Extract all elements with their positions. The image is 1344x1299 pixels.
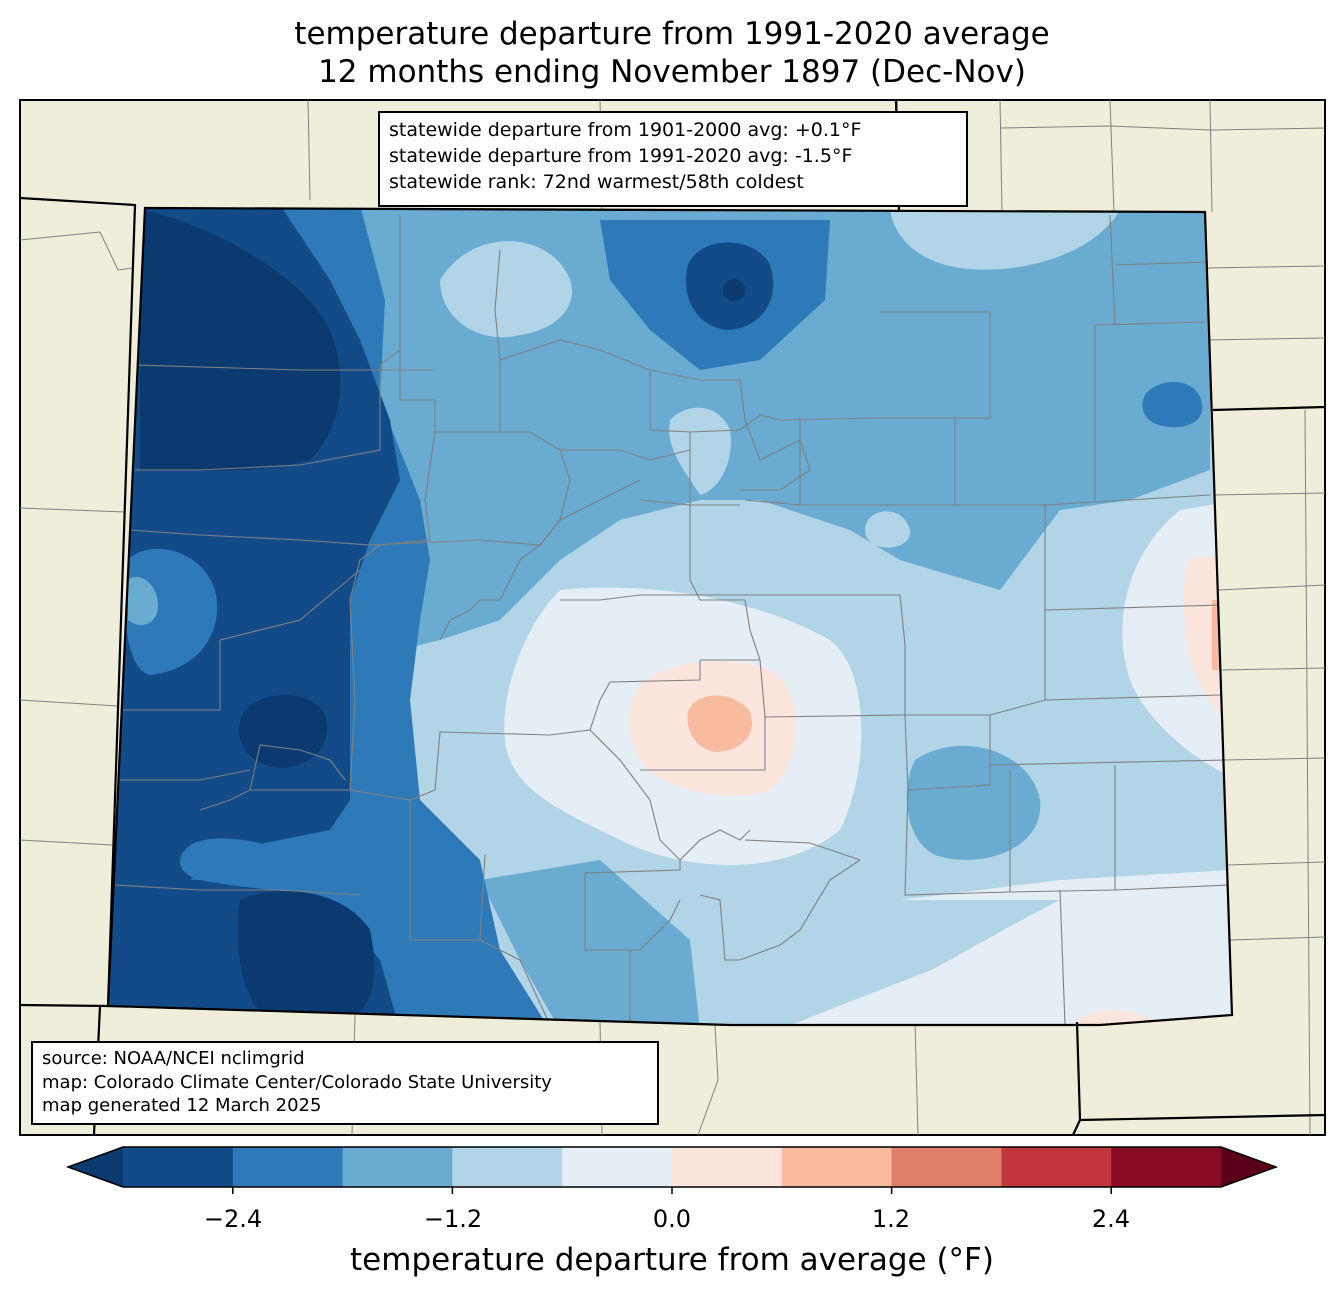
colorbar-tick: 0.0 <box>652 1205 692 1233</box>
stats-rank: statewide rank: 72nd warmest/58th coldes… <box>389 171 804 193</box>
colorbar-segment <box>1001 1147 1112 1187</box>
statewide-stats-box: statewide departure from 1901-2000 avg: … <box>378 111 968 207</box>
colorbar-extend-high <box>1221 1147 1276 1187</box>
colorbar-tick: −1.2 <box>423 1205 483 1233</box>
colorbar-segment <box>452 1147 563 1187</box>
stats-departure-1991-2020: statewide departure from 1991-2020 avg: … <box>389 145 853 167</box>
colorbar-segment <box>562 1147 673 1187</box>
stats-departure-1901-2000: statewide departure from 1901-2000 avg: … <box>389 119 862 141</box>
colorbar-segment <box>781 1147 893 1187</box>
colorbar-segment <box>891 1147 1002 1187</box>
colorbar-outline <box>65 1146 1279 1188</box>
map-title-line1: temperature departure from 1991-2020 ave… <box>294 16 1050 52</box>
neighbor-county-lines <box>19 99 1326 1136</box>
county-lines <box>114 214 1231 1025</box>
colorbar-segment <box>232 1147 344 1187</box>
source-line: source: NOAA/NCEI nclimgrid <box>42 1048 305 1069</box>
map-credit-line: map: Colorado Climate Center/Colorado St… <box>42 1071 552 1093</box>
colorbar-tick: −2.4 <box>203 1205 263 1233</box>
generated-date-line: map generated 12 March 2025 <box>42 1095 322 1116</box>
colorbar-segment <box>342 1147 453 1187</box>
colorbar-segment <box>672 1147 783 1187</box>
source-box: source: NOAA/NCEI nclimgrid map: Colorad… <box>31 1041 659 1125</box>
colorbar-segment <box>1111 1147 1222 1187</box>
colorbar-tick: 1.2 <box>871 1205 911 1233</box>
temperature-contours <box>108 208 1232 1025</box>
colorbar-label: temperature departure from average (°F) <box>350 1242 994 1278</box>
map-title-line2: 12 months ending November 1897 (Dec-Nov) <box>318 54 1026 90</box>
colorbar-extend-low <box>68 1147 123 1187</box>
colorbar-tick: 2.4 <box>1091 1205 1131 1233</box>
colorbar <box>65 1146 1279 1194</box>
colorbar-segment <box>123 1147 234 1187</box>
